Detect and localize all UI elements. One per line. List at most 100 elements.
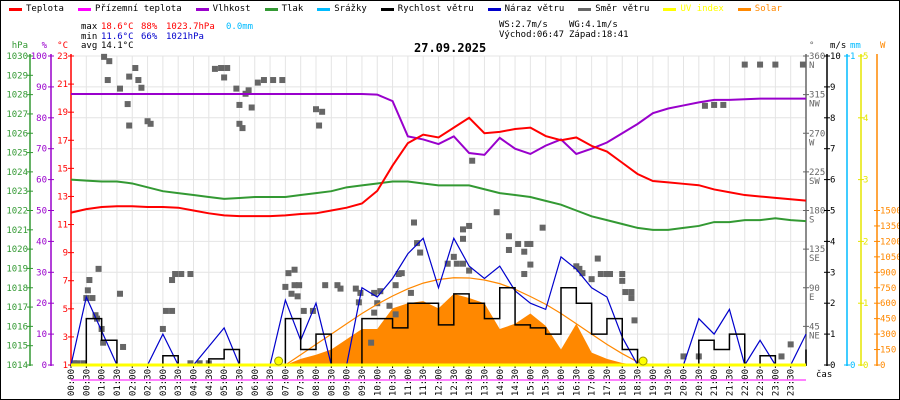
direction-axis-tick-label: 180 [809, 207, 825, 217]
wind-direction-point [453, 260, 460, 267]
wind-direction-point [270, 77, 277, 84]
temperature-axis-unit: °C [57, 41, 68, 51]
wind-direction-point [573, 263, 580, 270]
x-tick-label: 17:30 [603, 369, 613, 396]
wind-direction-point [395, 271, 402, 278]
x-tick-label: 07:00 [281, 369, 291, 396]
x-tick-label: 09:00 [343, 369, 353, 396]
humidity-axis-tick-label: 0 [42, 361, 47, 371]
x-tick-label: 19:30 [664, 369, 674, 396]
temperature-line [70, 116, 807, 218]
wind-direction-point [285, 270, 292, 277]
legend-label: UV index [680, 4, 724, 14]
wind-direction-point [300, 307, 307, 314]
wind-direction-point [316, 122, 323, 129]
wind-direction-point [294, 293, 301, 300]
stats-max-press: 1023.7hPa [166, 22, 215, 32]
wind-direction-point [521, 248, 528, 255]
x-tick-label: 18:00 [618, 369, 628, 396]
humidity-axis-tick-label: 40 [36, 237, 47, 247]
wind-direction-point [224, 65, 231, 72]
wind-axis-tick-label: 4 [830, 237, 835, 247]
wind-direction-point [524, 240, 531, 247]
x-tick-label: 23:00 [771, 369, 781, 396]
x-tick-label: 12:30 [450, 369, 460, 396]
wind-direction-point [84, 287, 91, 294]
wind-direction-point [460, 260, 466, 267]
x-tick-label: 16:30 [572, 369, 582, 396]
legend-swatch [578, 7, 592, 11]
wind-direction-point [493, 209, 500, 216]
temperature-axis-tick-label: 5 [63, 305, 68, 315]
wind-direction-point [711, 101, 718, 108]
stats-max-temp: 18.6°C [101, 22, 134, 32]
wind-direction-point [337, 285, 344, 292]
legend-item: Srážky [317, 4, 367, 14]
x-tick-label: 00:00 [67, 369, 77, 396]
humidity-axis-tick-label: 30 [36, 268, 47, 278]
solar-axis-tick-label: 1200 [880, 237, 900, 247]
x-tick-label: 02:00 [128, 369, 138, 396]
wind-axis-tick-label: 0 [830, 361, 835, 371]
wind-direction-point [460, 235, 466, 242]
direction-axis-compass-label: SE [809, 254, 820, 264]
x-tick-label: 04:00 [190, 369, 200, 396]
stats-min-label: min [81, 32, 98, 42]
wind-direction-point [236, 101, 243, 108]
x-tick-label: 06:30 [266, 369, 276, 396]
x-tick-label: 11:30 [419, 369, 429, 396]
x-tick-label: 21:30 [725, 369, 735, 396]
wind-direction-point [172, 271, 179, 278]
uv-axis-tick-label: 5 [863, 52, 868, 62]
wind-direction-point [92, 312, 99, 319]
wind-direction-point [505, 246, 512, 253]
wind-direction-point [86, 277, 93, 284]
legend-item: UV index [663, 4, 724, 14]
pressure-axis-tick-label: 1026 [6, 129, 28, 139]
sun-marker [274, 356, 284, 366]
wind-direction-point [628, 295, 635, 302]
wind-direction-point [352, 285, 359, 292]
pressure-axis-tick-label: 1015 [6, 342, 28, 352]
wind-direction-point [132, 65, 139, 72]
x-tick-label: 20:00 [680, 369, 690, 396]
solar-axis-tick-label: 900 [880, 268, 896, 278]
wind-direction-point [282, 283, 289, 290]
wind-direction-point [466, 222, 473, 229]
pressure-axis-tick-label: 1022 [6, 207, 28, 217]
x-tick-label: 07:30 [297, 369, 307, 396]
x-tick-label: 22:00 [741, 369, 751, 396]
wind-direction-point [515, 240, 522, 247]
x-tick-label: 05:30 [235, 369, 245, 396]
wind-direction-point [319, 108, 326, 115]
wind-direction-point [117, 290, 123, 297]
pressure-line [70, 178, 807, 231]
wind-direction-point [787, 341, 794, 348]
wind-axis-tick-label: 5 [830, 207, 835, 217]
humidity-axis-tick-label: 50 [36, 207, 47, 217]
pressure-axis-unit: hPa [12, 41, 28, 51]
wind-direction-point [588, 276, 595, 283]
wind-direction-point [120, 343, 127, 350]
wind-direction-point [460, 226, 466, 233]
direction-axis-tick-label: 90 [809, 284, 820, 294]
x-tick-label: 11:00 [404, 369, 414, 396]
wind-direction-point [741, 61, 748, 68]
wind-direction-point [521, 271, 528, 278]
x-tick-label: 13:30 [480, 369, 490, 396]
wind-direction-point [144, 118, 151, 125]
wind-direction-point [291, 266, 298, 273]
wind-direction-point [720, 101, 727, 108]
pressure-axis-tick-label: 1020 [6, 245, 28, 255]
wind-direction-point [100, 339, 107, 346]
wind-direction-point [594, 255, 601, 262]
wind-direction-point [799, 61, 806, 68]
wind-direction-point [95, 265, 102, 272]
x-tick-label: 12:00 [435, 369, 445, 396]
wind-direction-point [322, 282, 329, 289]
pressure-axis-tick-label: 1030 [6, 52, 28, 62]
x-tick-label: 20:30 [695, 369, 705, 396]
wind-axis-tick-label: 1 [830, 330, 835, 340]
direction-axis-tick-label: 360 [809, 52, 825, 62]
solar-axis-tick-label: 300 [880, 330, 896, 340]
